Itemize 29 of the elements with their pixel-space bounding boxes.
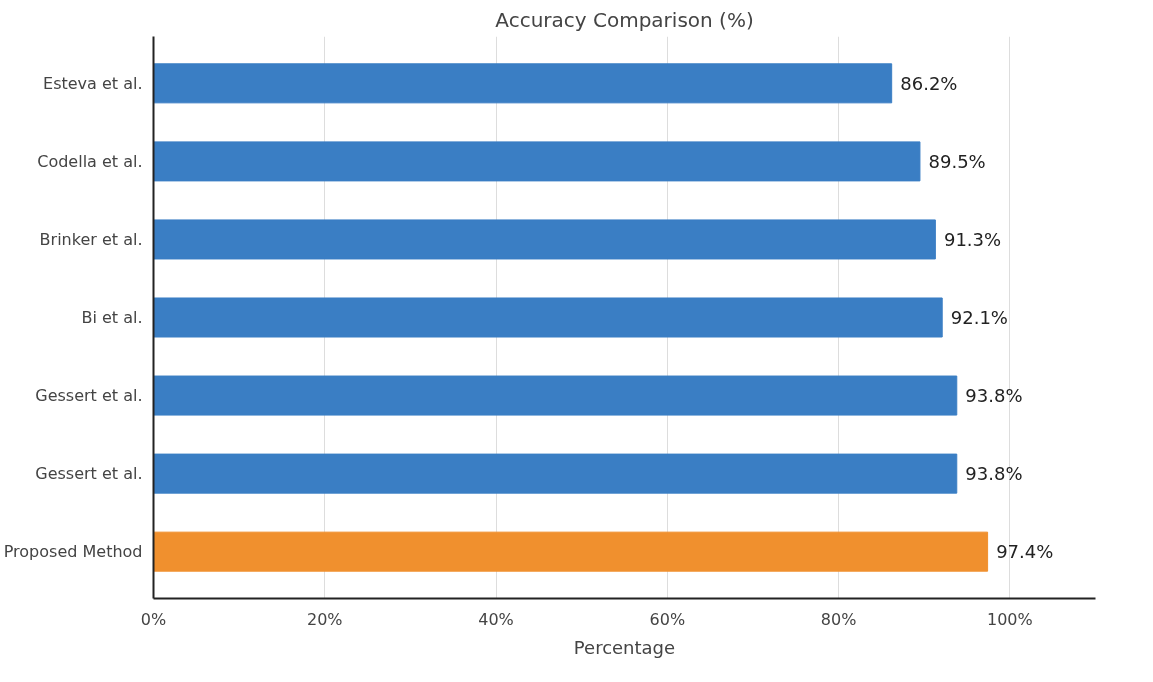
x-tick-label: 0%	[140, 609, 167, 629]
data-label: 89.5%	[928, 150, 986, 172]
x-tick-label: 100%	[986, 609, 1033, 629]
y-tick-label: Gessert et al.	[35, 464, 143, 484]
bar	[153, 531, 989, 572]
bar	[153, 141, 921, 182]
data-label: 93.8%	[965, 385, 1023, 407]
y-tick-label: Bi et al.	[81, 308, 143, 327]
x-axis-title: Percentage	[573, 636, 676, 658]
y-tick-label: Esteva et al.	[43, 73, 143, 93]
x-tick-label: 80%	[820, 609, 857, 629]
bar	[153, 63, 893, 104]
bar	[153, 219, 936, 260]
data-label: 91.3%	[943, 228, 1002, 250]
y-tick-label: Brinker et al.	[39, 229, 143, 249]
bar	[153, 453, 958, 494]
x-tick-label: 40%	[478, 609, 514, 629]
bar	[153, 297, 943, 338]
data-label: 93.8%	[965, 463, 1023, 485]
x-tick-label: 20%	[306, 609, 343, 629]
bar	[153, 375, 958, 416]
y-tick-label: Codella et al.	[37, 151, 143, 171]
x-tick-label: 60%	[649, 609, 686, 629]
y-tick-label: Gessert et al.	[35, 386, 143, 406]
chart-title: Accuracy Comparison (%)	[495, 7, 754, 32]
data-label: 92.1%	[950, 307, 1008, 328]
data-label: 86.2%	[900, 72, 958, 94]
y-tick-label: Proposed Method	[3, 542, 143, 562]
data-label: 97.4%	[996, 541, 1054, 563]
